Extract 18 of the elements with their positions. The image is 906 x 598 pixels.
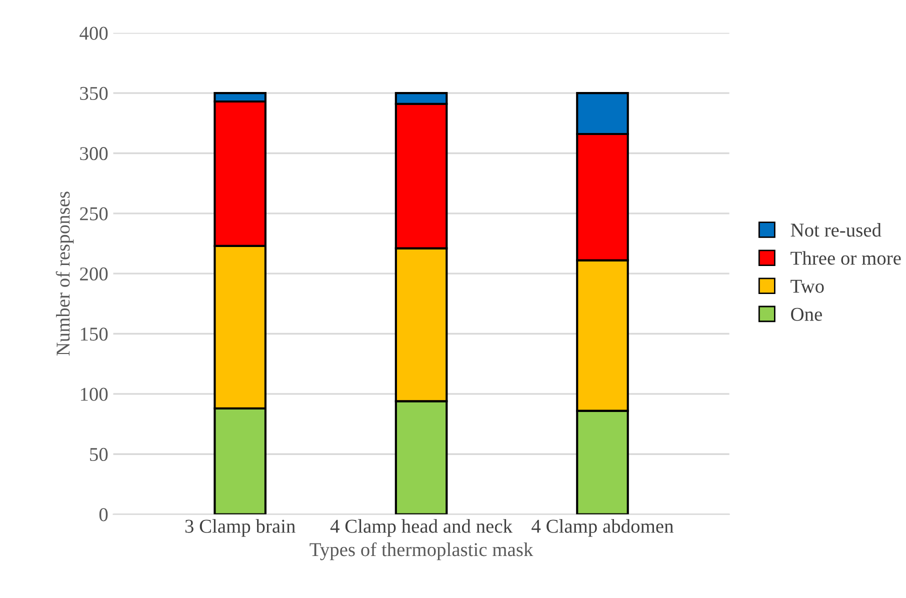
x-tick-label: 4 Clamp head and neck [330,519,513,537]
y-tick-label: 300 [80,147,108,160]
y-axis-title: Number of responses [56,192,74,356]
y-tick-label: 100 [80,388,108,401]
y-tick-label: 250 [80,207,108,220]
y-tick-label: 350 [80,86,108,100]
x-tick-label: 3 Clamp brain [185,519,296,537]
y-tick-label: 0 [99,508,108,522]
y-tick-label: 400 [80,26,108,40]
y-tick-label: 200 [80,267,108,281]
legend-label: Not re-used [790,223,882,237]
x-tick-label: 4 Clamp abdomen [532,519,674,537]
legend-label: Three or more [790,251,901,265]
legend-label: One [791,308,822,321]
legend-label: Two [790,280,824,293]
y-tick-label: 150 [80,328,108,341]
x-axis-title: Types of thermoplastic mask [310,542,534,560]
y-tick-label: 50 [90,448,108,462]
